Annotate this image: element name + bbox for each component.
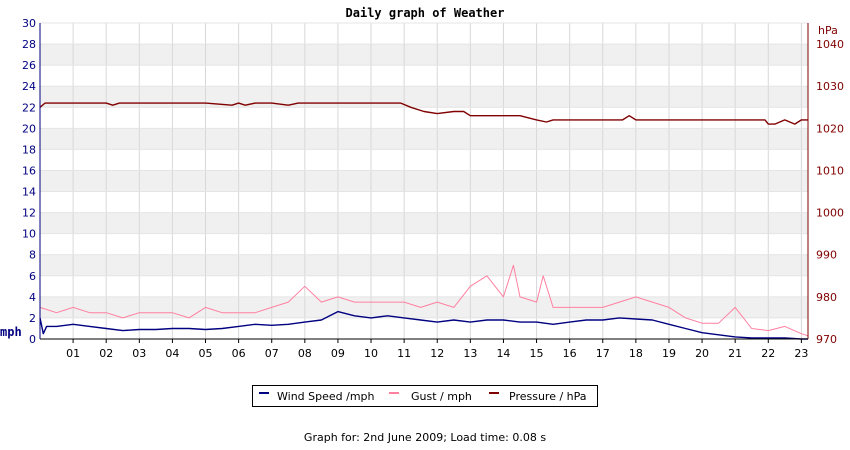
background-band [40,44,808,66]
x-tick-label: 06 [232,347,246,360]
right-tick-label: 980 [816,291,837,304]
legend-swatch-gust [389,392,399,394]
left-tick-label: 6 [29,270,36,283]
right-tick-label: 1010 [816,164,844,177]
x-tick-label: 17 [596,347,610,360]
grid-lines [40,22,808,340]
left-tick-label: 26 [22,59,36,72]
x-tick-label: 23 [794,347,808,360]
right-tick-label: 1020 [816,122,844,135]
right-tick-label: 1030 [816,80,844,93]
background-band [40,128,808,150]
background-band [40,296,808,318]
legend-pressure: Pressure / hPa [509,390,587,403]
legend-wind-speed: Wind Speed /mph [277,390,375,403]
x-tick-label: 12 [430,347,444,360]
left-tick-label: 18 [22,143,36,156]
axes: 01 02 03 04 05 06 07 08 09 10 11 12 13 14 15 16 17 18 19 20… [22,17,844,360]
x-tick-label: 01 [66,347,80,360]
x-tick-label: 18 [629,347,643,360]
pressure-line [39,102,808,125]
x-tick-label: 08 [298,347,312,360]
wind-speed-line [39,310,808,340]
x-tick-label: 10 [364,347,378,360]
x-tick-label: 11 [397,347,411,360]
x-tick-label: 20 [695,347,709,360]
left-tick-label: 16 [22,164,36,177]
x-tick-label: 04 [165,347,179,360]
series-layer [39,102,809,340]
legend-swatch-wind [259,392,269,394]
weather-chart: 01 02 03 04 05 06 07 08 09 10 11 12 13 14 15 16 17 18 19 20… [0,6,844,360]
right-tick-label: 1000 [816,207,844,220]
right-axis-label: hPa [818,24,838,37]
background-band [40,86,808,108]
legend-gust: Gust / mph [411,390,472,403]
left-tick-label: 2 [29,312,36,325]
left-tick-label: 28 [22,38,36,51]
left-tick-label: 12 [22,207,36,220]
left-tick-label: 0 [29,333,36,346]
x-tick-label: 15 [530,347,544,360]
background-band [40,254,808,276]
left-tick-label: 10 [22,228,36,241]
left-tick-label: 20 [22,122,36,135]
right-tick-label: 1040 [816,38,844,51]
left-tick-label: 24 [22,80,36,93]
footer-text: Graph for: 2nd June 2009; Load time: 0.0… [303,431,547,444]
right-tick-label: 970 [816,333,837,346]
background-band [40,212,808,234]
left-tick-label: 22 [22,101,36,114]
x-tick-label: 21 [728,347,742,360]
x-tick-label: 03 [132,347,146,360]
x-tick-label: 09 [331,347,345,360]
left-axis-label: mph [0,325,22,339]
x-tick-label: 22 [761,347,775,360]
x-tick-label: 19 [662,347,676,360]
x-tick-label: 16 [563,347,577,360]
chart-legend: Wind Speed /mph Gust / mph Pressure / hP… [252,385,598,407]
plot-background-bands [40,44,808,318]
legend-swatch-pressure [489,392,499,394]
right-tick-label: 990 [816,249,837,262]
left-tick-label: 4 [29,291,36,304]
x-tick-label: 07 [265,347,279,360]
x-tick-label: 02 [99,347,113,360]
chart-title: Daily graph of Weather [346,6,505,20]
left-tick-label: 14 [22,186,36,199]
x-tick-label: 14 [496,347,510,360]
background-band [40,170,808,192]
gust-line [39,264,809,337]
left-tick-label: 8 [29,249,36,262]
x-tick-label: 13 [463,347,477,360]
left-tick-label: 30 [22,17,36,30]
x-tick-label: 05 [199,347,213,360]
